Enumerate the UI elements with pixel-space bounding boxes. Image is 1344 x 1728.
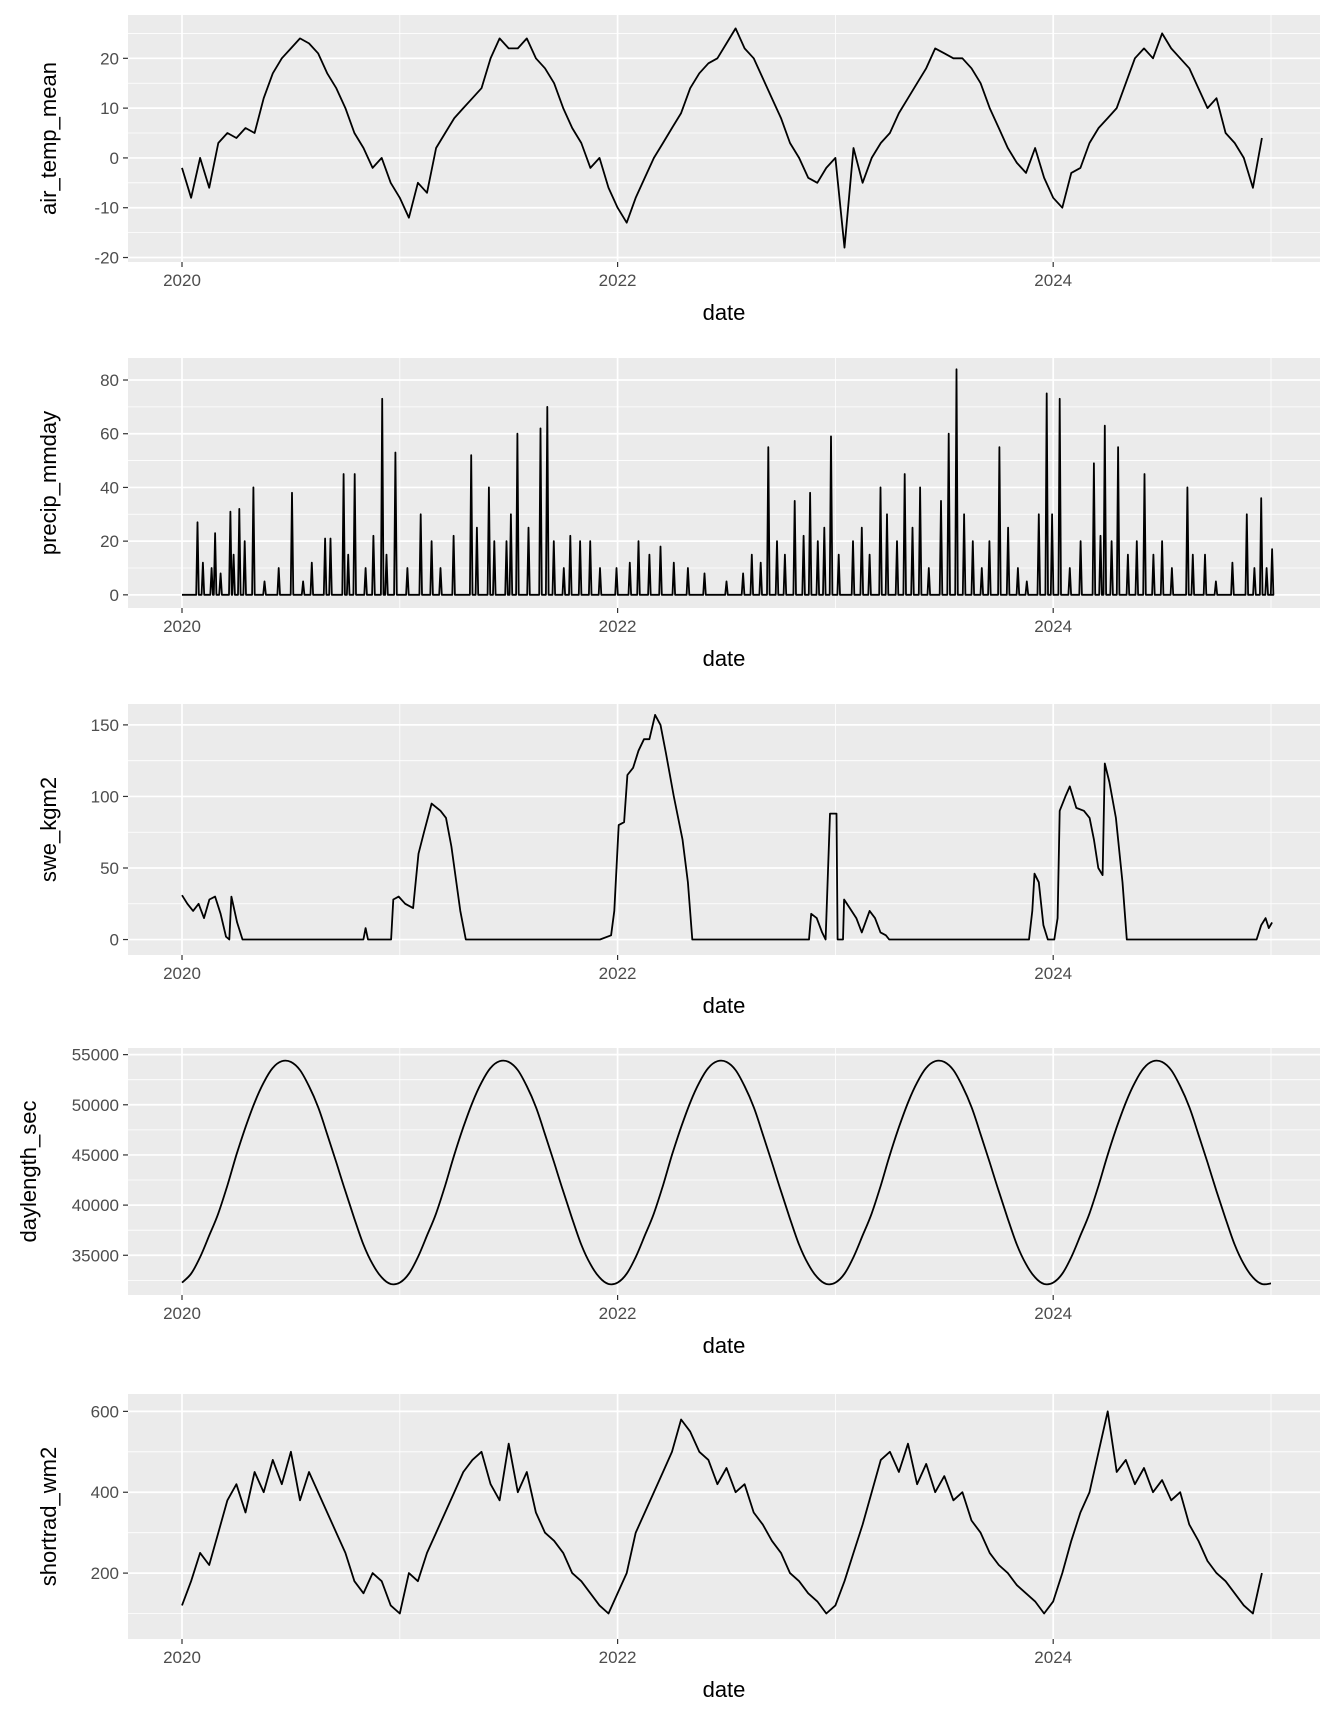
y-tick-label: 55000 [72, 1046, 119, 1065]
series-line [181, 1059, 1272, 1286]
y-axis-title: air_temp_mean [36, 62, 61, 215]
swe-panel: 0 50 100 150 2020 2022 2024 date swe_kgm2 [36, 704, 1320, 1018]
y-tick-label: 60 [100, 425, 119, 444]
x-tick-label: 2020 [163, 271, 201, 290]
panel-background [128, 704, 1320, 955]
y-tick-label: 50 [100, 859, 119, 878]
x-tick-label: 2024 [1034, 271, 1072, 290]
y-tick-label: 0 [110, 931, 119, 950]
shortrad-panel: 200 400 600 2020 2022 2024 date shortrad_wm2 [36, 1394, 1320, 1702]
x-tick-label: 2020 [163, 1648, 201, 1667]
y-tick-label: 80 [100, 371, 119, 390]
y-tick-label: 600 [91, 1402, 119, 1421]
y-tick-label: 400 [91, 1483, 119, 1502]
y-tick-label: 200 [91, 1564, 119, 1583]
y-axis-title: precip_mmday [36, 411, 61, 555]
y-tick-label: 0 [110, 586, 119, 605]
x-tick-label: 2022 [599, 1304, 637, 1323]
x-axis-title: date [703, 646, 746, 671]
panel-background [128, 1048, 1320, 1295]
y-axis-title: shortrad_wm2 [36, 1447, 61, 1586]
y-tick-label: -20 [94, 249, 119, 268]
series-line [181, 1410, 1263, 1615]
y-tick-label: 150 [91, 716, 119, 735]
y-tick-label: 10 [100, 99, 119, 118]
x-axis-title: date [703, 300, 746, 325]
x-tick-label: 2024 [1034, 617, 1072, 636]
y-tick-label: 40 [100, 478, 119, 497]
panel-background [128, 1394, 1320, 1639]
x-tick-label: 2024 [1034, 1304, 1072, 1323]
x-tick-label: 2022 [599, 617, 637, 636]
x-axis-title: date [703, 1333, 746, 1358]
y-axis-title: daylength_sec [16, 1101, 41, 1243]
x-tick-label: 2020 [163, 617, 201, 636]
y-tick-label: 45000 [72, 1146, 119, 1165]
y-tick-label: 40000 [72, 1196, 119, 1215]
y-tick-label: 50000 [72, 1096, 119, 1115]
x-tick-label: 2020 [163, 1304, 201, 1323]
precip-panel: 0 20 40 60 80 2020 2022 2024 date precip_mmday [36, 358, 1320, 671]
series-line [181, 714, 1273, 941]
y-axis-title: swe_kgm2 [36, 777, 61, 882]
y-tick-label: 20 [100, 49, 119, 68]
y-tick-label: 20 [100, 532, 119, 551]
panel-background [128, 15, 1320, 262]
x-tick-label: 2022 [599, 1648, 637, 1667]
x-tick-label: 2024 [1034, 964, 1072, 983]
x-axis-title: date [703, 1677, 746, 1702]
y-tick-label: 35000 [72, 1246, 119, 1265]
y-tick-label: -10 [94, 199, 119, 218]
y-tick-label: 100 [91, 787, 119, 806]
x-tick-label: 2022 [599, 271, 637, 290]
x-axis-title: date [703, 993, 746, 1018]
series-line [182, 368, 1275, 596]
x-tick-label: 2024 [1034, 1648, 1072, 1667]
daylength-panel: 35000 40000 45000 50000 55000 2020 2022 2024 dat… [16, 1046, 1320, 1358]
panel-background [128, 358, 1320, 608]
x-tick-label: 2022 [599, 964, 637, 983]
series-line [181, 27, 1263, 249]
y-tick-label: 0 [110, 149, 119, 168]
x-tick-label: 2020 [163, 964, 201, 983]
